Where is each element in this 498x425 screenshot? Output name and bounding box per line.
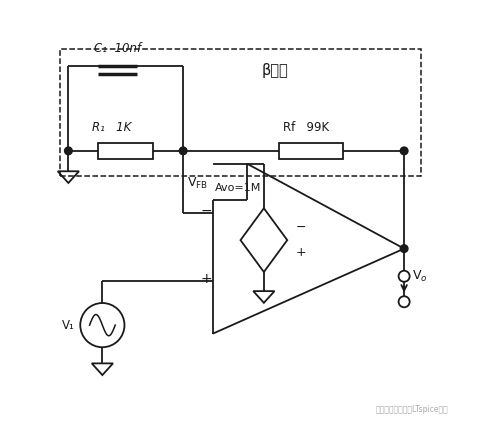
Text: +: + [296, 246, 306, 259]
Circle shape [65, 147, 72, 155]
Text: R₁   1K: R₁ 1K [92, 121, 131, 134]
Text: V₁: V₁ [62, 319, 75, 332]
Text: V$_\mathrm{FB}$: V$_\mathrm{FB}$ [187, 176, 208, 192]
Bar [98, 143, 153, 159]
Circle shape [400, 245, 408, 252]
Text: −: − [201, 204, 212, 218]
Text: +: + [201, 272, 212, 286]
Text: β网络: β网络 [261, 62, 288, 78]
Circle shape [400, 147, 408, 155]
Text: Avo=1M: Avo=1M [215, 183, 261, 193]
Text: −: − [296, 221, 306, 234]
Circle shape [179, 147, 187, 155]
Text: C₁  10nf: C₁ 10nf [94, 42, 141, 55]
Text: 放大器参数解析与LTspice仿真: 放大器参数解析与LTspice仿真 [376, 405, 449, 414]
Bar [279, 143, 343, 159]
Text: V$_o$: V$_o$ [412, 269, 427, 284]
Bar [60, 49, 421, 176]
Text: Rf   99K: Rf 99K [283, 121, 329, 134]
